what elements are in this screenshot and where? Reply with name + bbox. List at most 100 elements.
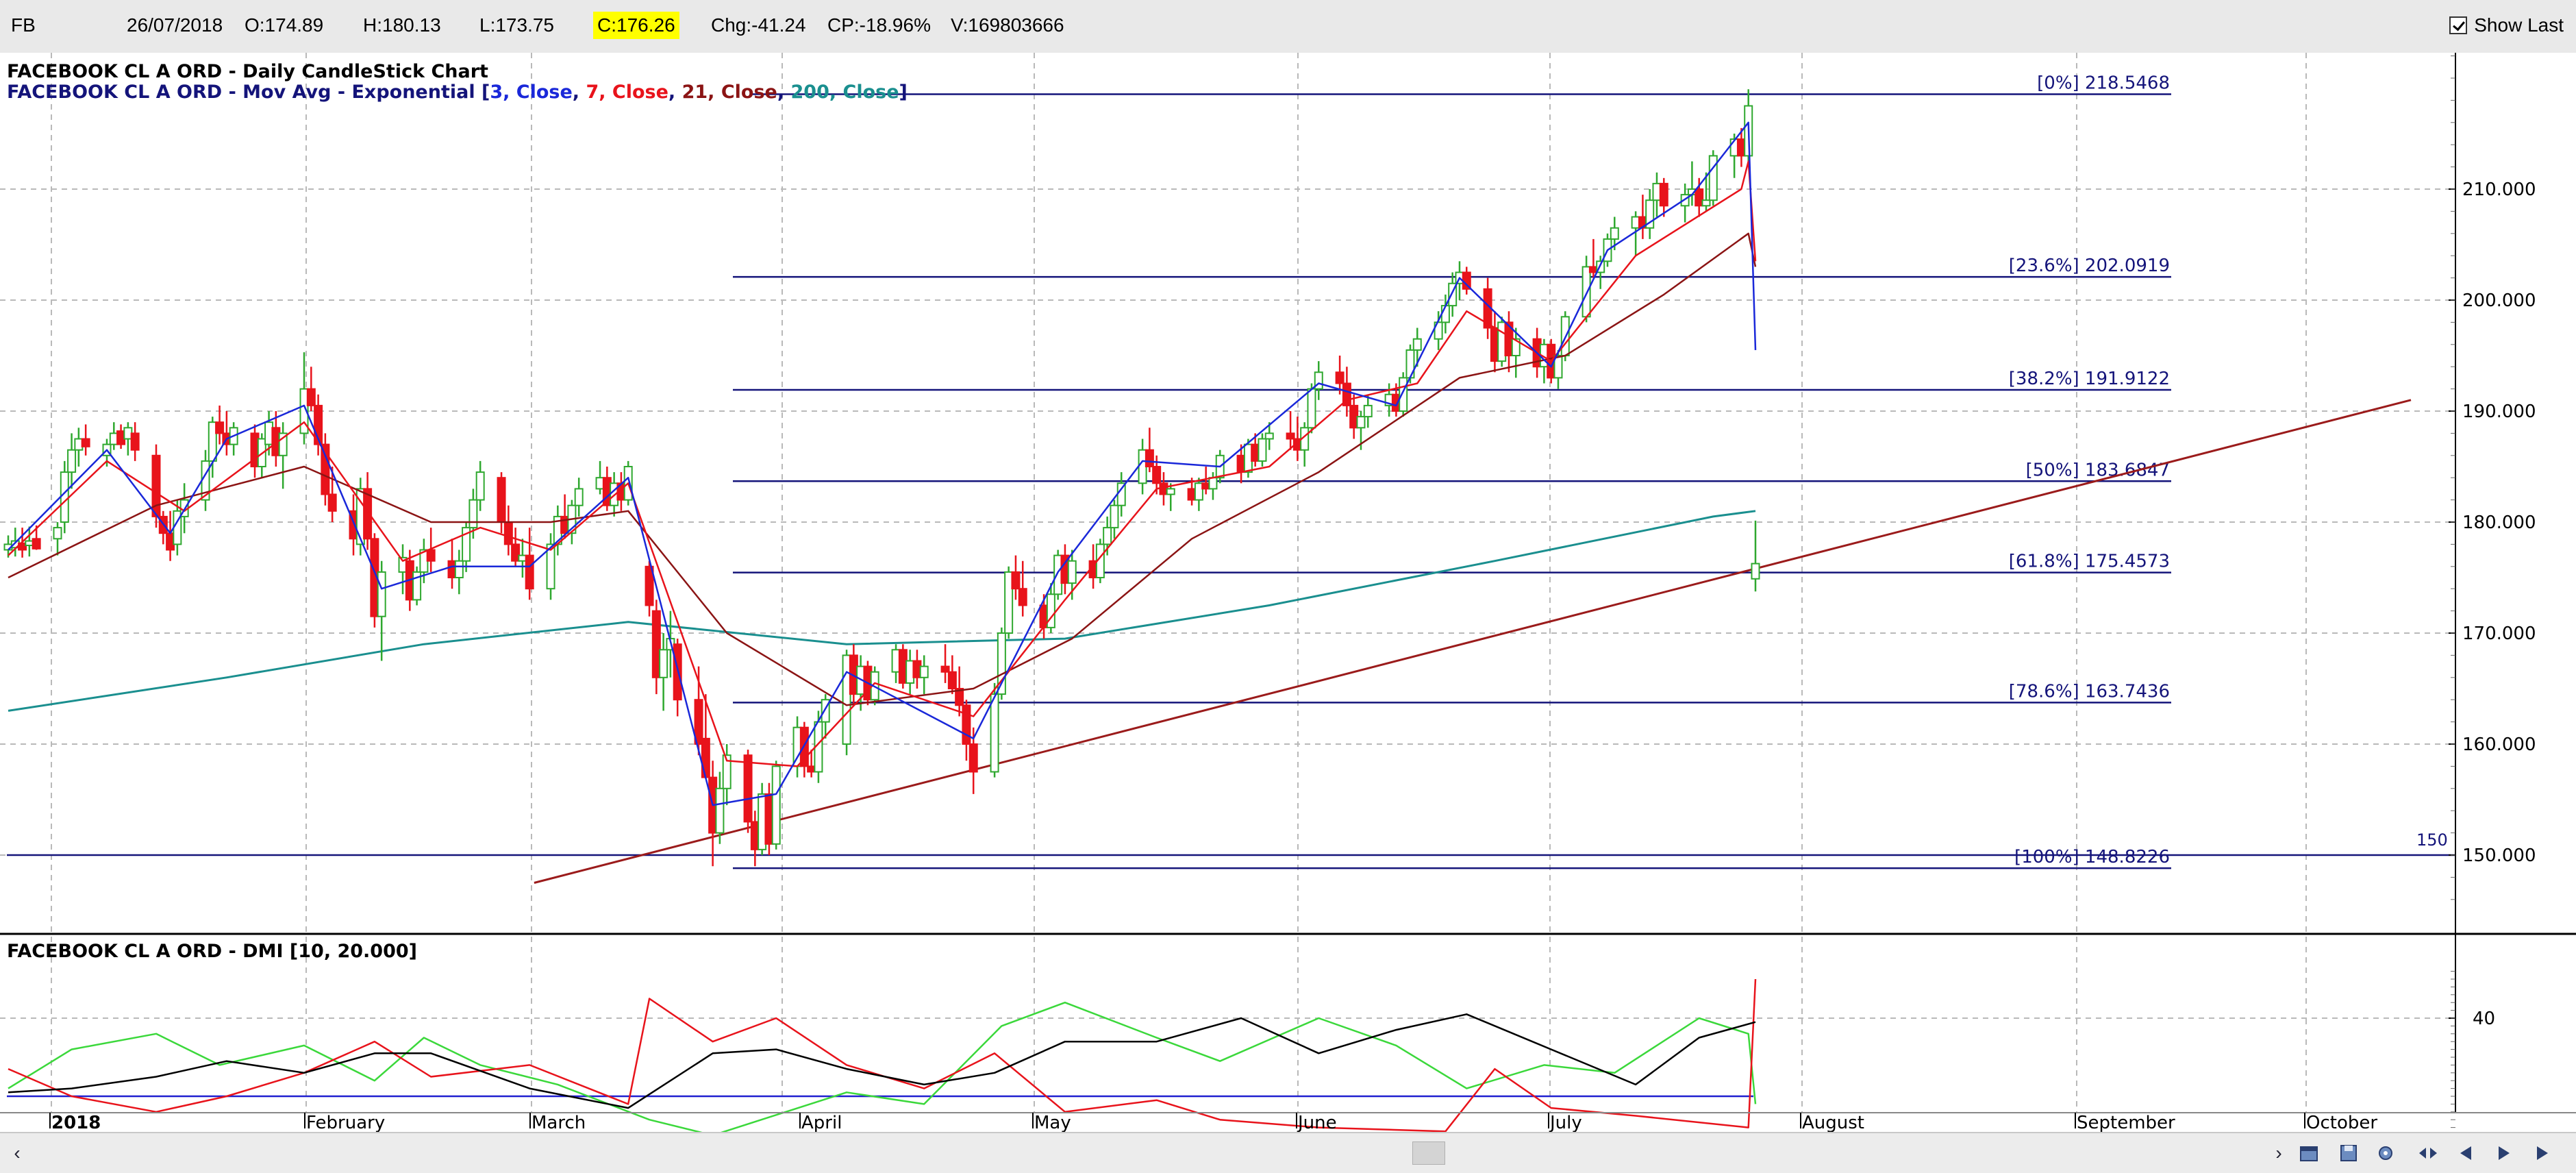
open-label: O:174.89 [245, 14, 324, 36]
scroll-left-icon[interactable]: ‹ [14, 1142, 21, 1163]
next-icon[interactable] [2490, 1140, 2516, 1166]
candle-body [475, 471, 485, 501]
fib-level-label: [61.8%] 175.4573 [2009, 552, 2170, 572]
prev-icon[interactable] [2453, 1140, 2479, 1166]
candle-body [1145, 449, 1154, 468]
legend-part: 21, Close [682, 82, 777, 103]
candle-body [314, 404, 323, 445]
candle-body [1645, 199, 1655, 229]
ema3-line [8, 121, 1757, 806]
candle-body [1412, 338, 1422, 351]
candle-body [32, 538, 41, 550]
candle-body [645, 565, 654, 606]
candle-body [1553, 355, 1563, 379]
candle-body [659, 649, 668, 678]
dmi-title: FACEBOOK CL A ORD - DMI [10, 20.000] [7, 941, 417, 962]
candle-body [321, 443, 330, 495]
candle-body [1695, 188, 1704, 207]
legend-part: FACEBOOK CL A ORD - Mov Avg - Exponentia… [7, 82, 490, 103]
price-tick-label: 150.000 [2462, 845, 2536, 866]
candle-body [503, 521, 513, 545]
legend-part: , [573, 82, 586, 103]
candle-body [997, 632, 1006, 695]
ema21-line [8, 232, 1757, 706]
candle-body [546, 543, 555, 590]
candle-body [1511, 338, 1521, 357]
dmi-series-adx [8, 1013, 1756, 1109]
time-tick-label: 2018 [51, 1113, 101, 1132]
candle-body [377, 571, 386, 617]
candle-body [651, 610, 661, 678]
price-pane[interactable]: [0%] 218.5468 [23.6%] 202.0919 [38.2%] 191… [3, 53, 2536, 1113]
time-tick-label: April [801, 1113, 842, 1132]
quote-info-bar: FB 26/07/2018 O:174.89 H:180.13 L:173.75… [0, 0, 2576, 54]
symbol-label: FB [11, 14, 36, 36]
candle-body [81, 438, 90, 447]
low-label: L:173.75 [479, 14, 554, 36]
time-tick-label: March [532, 1113, 586, 1132]
show-last-label: Show Last [2474, 14, 2564, 36]
scroll-right-icon[interactable]: › [2275, 1142, 2282, 1163]
fib-level-label: [100%] 148.8226 [2014, 847, 2170, 867]
next-page-icon[interactable] [2529, 1140, 2555, 1166]
candle-body [1448, 282, 1458, 307]
candle-body [299, 388, 309, 434]
candle-body [1166, 488, 1175, 495]
fib-level-label: [78.6%] 163.7436 [2009, 681, 2170, 702]
candle-body [715, 787, 725, 834]
candle-body [1046, 593, 1055, 628]
moving-average-legend: FACEBOOK CL A ORD - Mov Avg - Exponentia… [7, 82, 908, 103]
candle-body [1018, 588, 1027, 606]
candle-body [1342, 382, 1351, 406]
high-label: H:180.13 [363, 14, 441, 36]
candle-body [130, 432, 140, 451]
scroll-thumb[interactable] [1412, 1141, 1445, 1165]
trendline[interactable] [534, 399, 2412, 884]
dmi-pane[interactable]: 40 FACEBOOK CL A ORD - DMI [10, 20.000] [7, 941, 2495, 1132]
settings-icon[interactable] [2373, 1140, 2399, 1166]
candle-body [919, 665, 929, 678]
candle-body [694, 699, 703, 745]
candle-body [1194, 482, 1203, 501]
show-last-toggle[interactable]: Show Last [2449, 12, 2564, 39]
fib-level-label: [0%] 218.5468 [2037, 73, 2170, 94]
candle-body [1751, 563, 1760, 580]
chart-background [0, 53, 2576, 1132]
legend-part: 7, Close [586, 82, 668, 103]
price-tick-label: 160.000 [2462, 734, 2536, 755]
candle-body [722, 754, 731, 789]
dmi-axis: 40 [2449, 971, 2495, 1128]
candle-body [497, 477, 506, 523]
stock-chart[interactable]: [0%] 218.5468 [23.6%] 202.0919 [38.2%] 191… [0, 53, 2576, 1132]
time-tick-label: October [2306, 1113, 2377, 1132]
legend-part: 3, Close [490, 82, 572, 103]
save-image-icon[interactable] [2336, 1140, 2362, 1166]
fib-level-label: [23.6%] 202.0919 [2009, 256, 2170, 276]
candle-body [1659, 182, 1668, 207]
calendar-icon[interactable] [2296, 1140, 2322, 1166]
candle-body [60, 471, 69, 523]
candle-body [1286, 432, 1295, 440]
left-right-icon[interactable] [2415, 1140, 2441, 1166]
candle-body [525, 554, 534, 590]
candle-body [363, 488, 373, 540]
candle-body [962, 704, 971, 745]
candle-body [940, 665, 950, 673]
candle-body [701, 737, 710, 778]
candle-body [53, 527, 62, 540]
candle-body [462, 527, 471, 562]
candle-body [1208, 477, 1218, 490]
candle-body [821, 699, 830, 723]
candle-body [215, 421, 225, 434]
show-last-checkbox[interactable] [2449, 16, 2468, 34]
close-label: C:176.26 [593, 12, 679, 39]
time-tick-label: June [1297, 1113, 1337, 1132]
candle-body [1314, 371, 1323, 390]
time-tick-label: July [1549, 1113, 1582, 1132]
candle-body [327, 493, 337, 512]
fibonacci-retracement[interactable]: [0%] 218.5468 [23.6%] 202.0919 [38.2%] 191… [733, 73, 2171, 869]
price-axis: 150.000 160.000 170.000 180.000 190.000 200.0… [2449, 53, 2536, 1113]
legend-part: , [777, 82, 791, 103]
line-value-label: 150 [2416, 830, 2448, 850]
dmi-series-di [8, 1001, 1757, 1132]
